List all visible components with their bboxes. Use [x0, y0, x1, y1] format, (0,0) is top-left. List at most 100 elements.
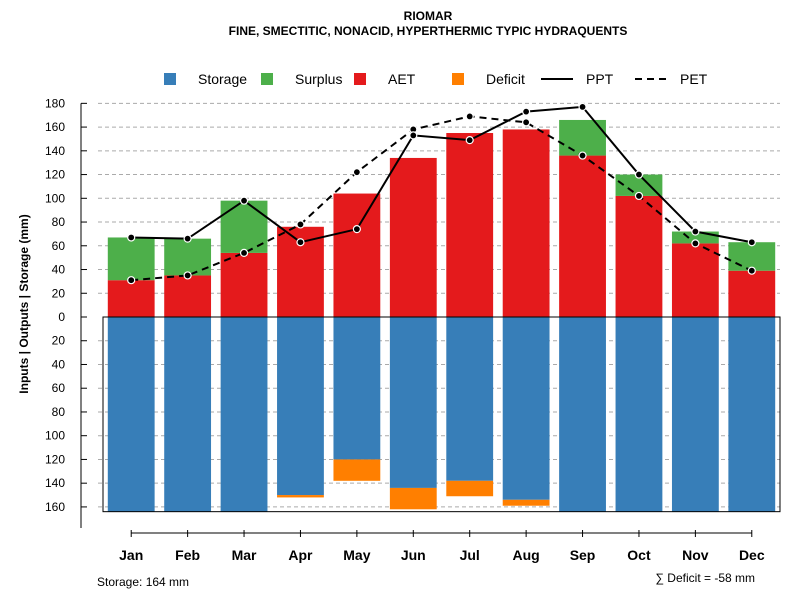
- pet-point: [522, 118, 531, 127]
- aet-bar: [559, 155, 606, 317]
- deficit-bar: [389, 487, 437, 510]
- ppt-point: [127, 233, 136, 242]
- ppt-point: [409, 131, 418, 140]
- deficit-bar: [446, 480, 494, 497]
- pet-line: [131, 115, 753, 282]
- deficit-bar: [277, 495, 324, 498]
- y-tick-label: 20: [52, 334, 66, 348]
- aet-legend-label: AET: [388, 71, 416, 87]
- pet-point: [691, 239, 700, 248]
- y-tick-label: 120: [45, 452, 65, 466]
- month-label: Apr: [288, 547, 313, 563]
- storage-bar: [446, 317, 494, 481]
- pet-legend-label: PET: [680, 71, 708, 87]
- storage-bar: [220, 317, 268, 512]
- axes-layer: 180 160 140 120 100 80 60 40 20 0 20 40 60 80 100 120 14…: [45, 96, 781, 563]
- y-axis-title: Inputs | Outputs | Storage (mm): [17, 214, 31, 393]
- deficit-bar: [502, 499, 550, 506]
- y-tick-label: 120: [45, 168, 65, 182]
- storage-bar: [615, 317, 663, 512]
- storage-footnote: Storage: 164 mm: [97, 575, 189, 589]
- aet-bar: [446, 133, 494, 317]
- deficit-legend-swatch: [452, 73, 464, 85]
- month-label: Mar: [232, 547, 257, 563]
- storage-bar: [671, 317, 719, 512]
- surplus-bar: [107, 237, 155, 281]
- legend: Storage Surplus AET Deficit PPT PET: [164, 71, 708, 87]
- aet-bar: [502, 129, 550, 317]
- y-tick-label: 80: [52, 405, 66, 419]
- y-tick-label: 80: [52, 215, 66, 229]
- y-tick-label: 140: [45, 476, 65, 490]
- y-tick-label: 40: [52, 357, 66, 371]
- storage-bar: [502, 317, 550, 500]
- ppt-point: [183, 234, 192, 243]
- surplus-legend-swatch: [261, 73, 273, 85]
- lines-layer: [127, 102, 756, 285]
- ppt-point: [352, 225, 361, 234]
- y-tick-label: 180: [45, 96, 65, 110]
- chart-subtitle: FINE, SMECTITIC, NONACID, HYPERTHERMIC T…: [229, 24, 628, 38]
- surplus-bar: [615, 174, 663, 196]
- aet-bar: [107, 280, 155, 317]
- aet-bar: [164, 275, 212, 317]
- month-label: Oct: [627, 547, 651, 563]
- y-tick-label: 0: [58, 310, 65, 324]
- ppt-point: [634, 170, 644, 179]
- aet-bar: [333, 193, 381, 317]
- ppt-point: [465, 136, 474, 145]
- month-label: Nov: [682, 547, 709, 563]
- surplus-bar: [728, 242, 776, 271]
- storage-legend-label: Storage: [198, 71, 247, 87]
- month-label: Feb: [175, 547, 200, 563]
- storage-legend-swatch: [164, 73, 176, 85]
- surplus-bar: [671, 231, 719, 244]
- aet-bar: [389, 157, 437, 317]
- y-tick-label: 20: [52, 286, 66, 300]
- storage-bar: [107, 317, 155, 512]
- pet-point: [465, 112, 474, 121]
- storage-bar: [277, 317, 324, 496]
- deficit-legend-label: Deficit: [486, 71, 525, 87]
- month-label: Aug: [513, 547, 540, 563]
- pet-point: [127, 276, 136, 285]
- aet-legend-swatch: [354, 73, 366, 85]
- ppt-point: [296, 238, 305, 247]
- y-tick-label: 40: [52, 263, 66, 277]
- month-label: May: [343, 547, 370, 563]
- pet-point: [183, 271, 192, 280]
- storage-bar: [559, 317, 606, 512]
- pet-point: [296, 220, 305, 229]
- y-tick-label: 100: [45, 191, 65, 205]
- chart-title: RIOMAR: [404, 9, 453, 23]
- surplus-legend-label: Surplus: [295, 71, 342, 87]
- pet-point: [747, 266, 756, 275]
- month-label: Jan: [119, 547, 143, 563]
- month-label: Jun: [401, 547, 426, 563]
- ppt-point: [522, 107, 531, 116]
- deficit-bar: [333, 459, 381, 481]
- aet-bar: [728, 270, 776, 317]
- month-label: Jul: [460, 547, 480, 563]
- y-tick-label: 60: [52, 381, 66, 395]
- storage-bar: [389, 317, 437, 488]
- pet-point: [239, 248, 249, 258]
- storage-bar: [333, 317, 381, 460]
- pet-point: [352, 168, 361, 177]
- y-tick-label: 140: [45, 144, 65, 158]
- y-tick-label: 60: [52, 239, 66, 253]
- storage-bar: [728, 317, 776, 512]
- y-tick-label: 100: [45, 429, 65, 443]
- storage-bar: [164, 317, 212, 512]
- ppt-line: [131, 105, 752, 244]
- month-label: Dec: [739, 547, 765, 563]
- y-tick-label: 160: [45, 120, 65, 134]
- deficit-footnote: ∑ Deficit = -58 mm: [655, 571, 755, 585]
- aet-bar: [671, 243, 719, 317]
- ppt-point: [578, 102, 587, 112]
- y-tick-label: 160: [45, 500, 65, 514]
- pet-point: [578, 151, 587, 160]
- ppt-point: [239, 196, 249, 205]
- ppt-point: [691, 227, 700, 236]
